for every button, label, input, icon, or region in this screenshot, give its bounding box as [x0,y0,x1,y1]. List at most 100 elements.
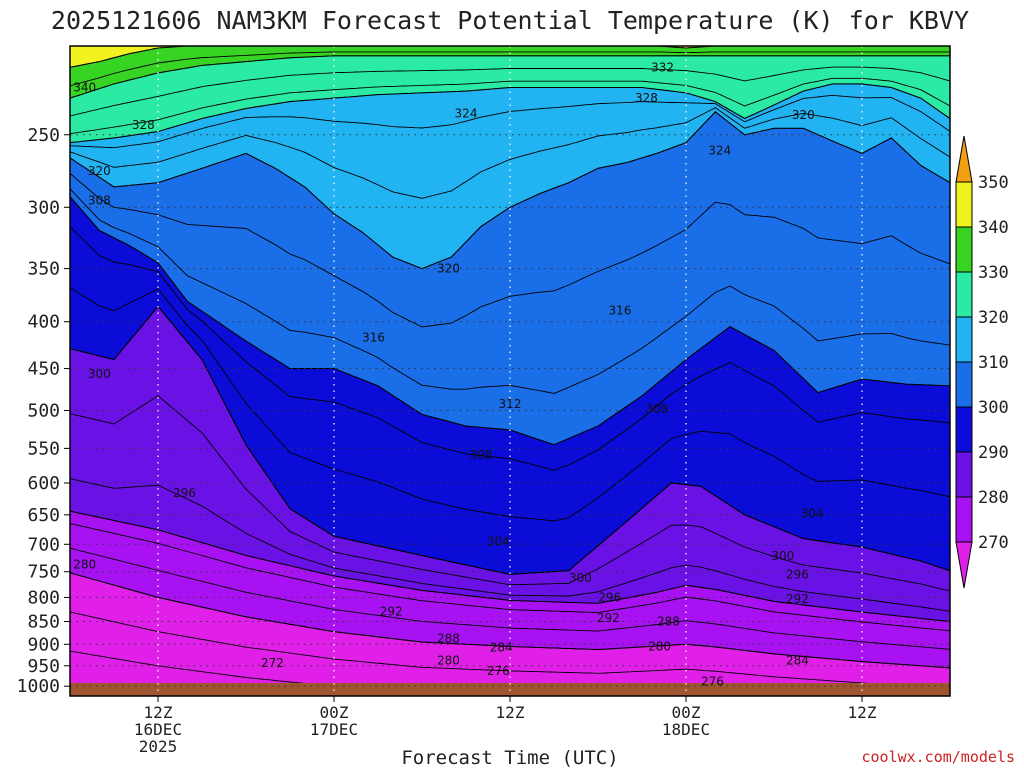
contour-label: 272 [261,656,284,670]
colorbar-segment [955,361,973,408]
contour-label: 320 [88,164,111,178]
contour-label: 320 [437,262,460,276]
contour-label: 288 [437,631,460,645]
x-tick-label: 17DEC [310,720,358,739]
y-tick-label: 450 [27,359,60,380]
colorbar: 270 280 290 300 310 320 330 340 350 [955,135,1009,589]
colorbar-segment [955,316,973,363]
isentrope-line [70,66,950,117]
y-tick-label: 350 [27,259,60,280]
isentrope-line [70,83,950,144]
y-tick-label: 700 [27,534,60,555]
y-tick-label: 550 [27,438,60,459]
contour-label: 284 [786,654,809,668]
y-tick-label: 850 [27,612,60,633]
colorbar-tick-label: 290 [978,443,1009,463]
y-tick-label: 400 [27,312,60,333]
contour-label: 304 [801,507,824,521]
contour-label: 296 [173,486,196,500]
isentrope-line [70,226,950,471]
contour-label: 296 [786,567,809,581]
colorbar-tick-label: 270 [978,533,1009,553]
contour-label: 296 [598,590,621,604]
contour-label: 276 [487,664,510,678]
x-axis-label: Forecast Time (UTC) [401,747,618,768]
contour-label: 292 [597,611,620,625]
contour-label: 316 [609,304,632,318]
contour-label: 332 [651,60,674,74]
isentrope-line [70,572,950,669]
isentrope-line [70,77,950,135]
isentrope-line [70,395,950,592]
y-tick-label: 800 [27,587,60,608]
contour-label: 292 [380,605,403,619]
colorbar-segment [955,496,973,543]
colorbar-segment [955,181,973,228]
contour-label: 276 [701,674,724,688]
isentrope-line [70,510,950,623]
y-tick-label: 900 [27,634,60,655]
contour-label: 280 [648,639,671,653]
colorbar-top-arrow [955,135,973,183]
y-tick-label: 500 [27,400,60,421]
isentrope-line [70,173,950,328]
colorbar-segment [955,271,973,318]
x-tick-label: 12Z [144,703,173,722]
isentrope-line [70,547,950,650]
x-tick-label: 00Z [672,703,701,722]
contour-label: 328 [132,118,155,132]
isentrope-line [70,51,950,87]
colorbar-tick-label: 320 [978,308,1009,328]
contour-label: 292 [786,592,809,606]
y-tick-label: 650 [27,505,60,526]
contour-label: 328 [635,91,658,105]
contour-label: 288 [657,615,680,629]
colorbar-tick-label: 280 [978,488,1009,508]
colorbar-segment [955,406,973,453]
isentrope-line [70,523,950,632]
isentrope-line [70,55,950,99]
contour-labels: 340 332 328 328 324 324 320 320 320 316 316 312 308 3… [73,60,823,688]
x-tick-label: 12Z [848,703,877,722]
contour-label: 324 [708,143,731,157]
grid-lines [70,46,950,696]
isentrope-line [70,305,950,575]
isentrope-line [70,107,950,199]
contour-label: 320 [792,108,815,122]
contour-label: 312 [499,397,522,411]
isentrope-line [70,287,950,522]
x-tick-label: 18DEC [662,720,710,739]
credit-text: coolwx.com/models [861,748,1015,766]
contour-label: 304 [487,534,510,548]
colorbar-bottom-arrow [955,541,973,589]
colorbar-tick-label: 300 [978,398,1009,418]
contour-label: 324 [455,107,478,121]
contour-label: 316 [362,330,385,344]
y-tick-label: 950 [27,656,60,677]
colorbar-tick-label: 350 [978,173,1009,193]
contour-label: 308 [645,402,668,416]
contour-label: 300 [88,367,111,381]
x-tick-label: 2025 [139,737,178,756]
contour-label: 300 [569,571,592,585]
colorbar-tick-label: 330 [978,263,1009,283]
contour-label: 308 [469,448,492,462]
contour-label: 280 [437,654,460,668]
contour-label: 300 [771,549,794,563]
x-tick-label: 16DEC [134,720,182,739]
contour-label: 284 [490,640,513,654]
y-tick-label: 1000 [17,676,60,697]
y-tick-label: 300 [27,197,60,218]
x-tick-label: 00Z [320,703,349,722]
contour-label: 340 [73,81,96,95]
x-tick-label: 12Z [496,703,525,722]
colorbar-segment [955,226,973,273]
contour-label: 280 [73,557,96,571]
y-tick-label: 750 [27,562,60,583]
contour-label: 308 [88,194,111,208]
isentrope-line [70,111,950,270]
y-axis: 2503003504004505005506006507007508008509… [17,125,70,697]
colorbar-tick-label: 310 [978,353,1009,373]
